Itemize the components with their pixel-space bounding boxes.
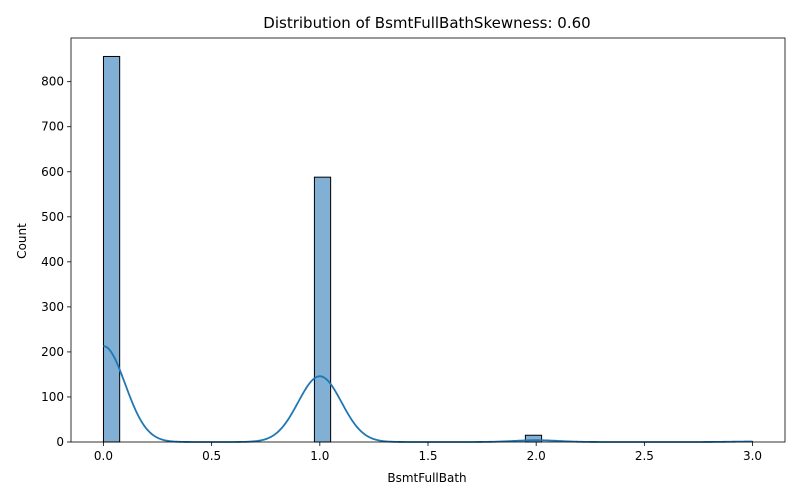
x-axis-ticks: 0.0 0.5 1.0 1.5 2.0 2.5 3.0: [94, 442, 762, 463]
y-axis-label: Count: [15, 223, 29, 259]
y-tick-label-4: 400: [41, 255, 64, 269]
y-tick-label-1: 100: [41, 390, 64, 404]
y-axis-ticks: 0 100 200 300 400 500 600 700 800: [41, 75, 71, 449]
y-tick-label-2: 200: [41, 345, 64, 359]
histogram-bar-1: [313, 176, 332, 443]
x-tick-label-4: 2.0: [527, 449, 546, 463]
x-tick-label-5: 2.5: [635, 449, 654, 463]
chart-title: Distribution of BsmtFullBathSkewness: 0.…: [263, 14, 590, 32]
plot-frame: [70, 37, 786, 443]
x-tick-label-0: 0.0: [94, 449, 113, 463]
x-tick-label-3: 1.5: [418, 449, 437, 463]
kde-curve: [103, 345, 753, 443]
x-tick-label-2: 1.0: [310, 449, 329, 463]
kde-layer: [103, 345, 753, 443]
histogram-bar-0: [102, 55, 121, 443]
x-tick-label-1: 0.5: [202, 449, 221, 463]
y-tick-label-8: 800: [41, 75, 64, 89]
x-axis-label: BsmtFullBath: [387, 471, 466, 485]
y-tick-label-0: 0: [56, 435, 64, 449]
x-tick-label-6: 3.0: [743, 449, 762, 463]
y-tick-label-3: 300: [41, 300, 64, 314]
y-tick-label-7: 700: [41, 120, 64, 134]
y-tick-label-6: 600: [41, 165, 64, 179]
bars-layer: [102, 55, 754, 443]
y-tick-label-5: 500: [41, 210, 64, 224]
